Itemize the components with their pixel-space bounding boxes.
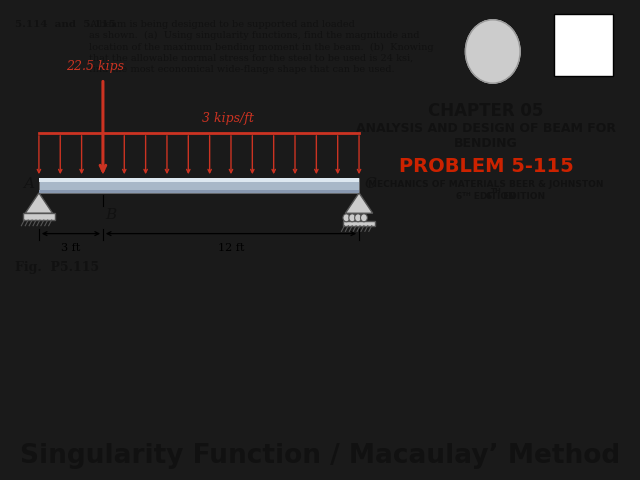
Bar (558, 42, 567, 51)
Bar (39, 190, 359, 193)
Bar (39, 178, 359, 193)
Text: as shown.  (a)  Using singularity functions, find the magnitude and: as shown. (a) Using singularity function… (89, 31, 419, 40)
Bar (39, 178, 359, 181)
Text: BENDING: BENDING (454, 137, 518, 150)
Text: C: C (364, 177, 376, 191)
Bar (568, 53, 577, 61)
Bar (588, 32, 596, 41)
Text: MECHANICS OF MATERIALS BEER & JOHNSTON: MECHANICS OF MATERIALS BEER & JOHNSTON (368, 180, 604, 190)
Text: 3 kips/ft: 3 kips/ft (202, 112, 254, 125)
Bar (597, 63, 606, 72)
Text: that the allowable normal stress for the steel to be used is 24 ksi,: that the allowable normal stress for the… (89, 54, 413, 63)
Bar (578, 22, 586, 31)
Text: 12 ft: 12 ft (218, 243, 244, 252)
Circle shape (465, 20, 520, 83)
Text: A beam is being designed to be supported and loaded: A beam is being designed to be supported… (89, 20, 355, 29)
Bar (558, 22, 567, 31)
Text: 5.114  and  5.115: 5.114 and 5.115 (15, 20, 116, 29)
Text: EDITION: EDITION (500, 192, 545, 201)
Text: 3 ft: 3 ft (61, 243, 81, 252)
Bar (588, 53, 596, 61)
Text: 6ᵀᴴ EDITION: 6ᵀᴴ EDITION (456, 192, 516, 201)
Text: location of the maximum bending moment in the beam.  (b)  Knowing: location of the maximum bending moment i… (89, 42, 433, 51)
Text: A: A (23, 177, 35, 191)
Polygon shape (346, 193, 372, 213)
Text: CHAPTER 05: CHAPTER 05 (428, 102, 543, 120)
Bar (558, 63, 567, 72)
Text: 6: 6 (486, 192, 492, 201)
Circle shape (349, 214, 356, 222)
Circle shape (355, 214, 362, 222)
Bar (554, 14, 613, 76)
Bar (578, 42, 586, 51)
Bar (597, 22, 606, 31)
Bar (344, 221, 374, 226)
Bar (23, 213, 54, 220)
Text: ANALYSIS AND DESIGN OF BEAM FOR: ANALYSIS AND DESIGN OF BEAM FOR (356, 121, 616, 134)
Bar (568, 32, 577, 41)
Text: find the most economical wide-flange shape that can be used.: find the most economical wide-flange sha… (89, 65, 394, 74)
Text: Singularity Function / Macaulay’ Method: Singularity Function / Macaulay’ Method (20, 443, 620, 469)
Bar (578, 63, 586, 72)
Circle shape (343, 214, 350, 222)
Text: PROBLEM 5-115: PROBLEM 5-115 (399, 156, 573, 176)
Circle shape (360, 214, 367, 222)
Text: 22.5 kips: 22.5 kips (66, 60, 124, 73)
Polygon shape (25, 193, 52, 213)
Text: Fig.  P5.115: Fig. P5.115 (15, 261, 100, 274)
Bar (597, 42, 606, 51)
Text: TH: TH (491, 188, 502, 194)
Text: B: B (105, 208, 116, 222)
